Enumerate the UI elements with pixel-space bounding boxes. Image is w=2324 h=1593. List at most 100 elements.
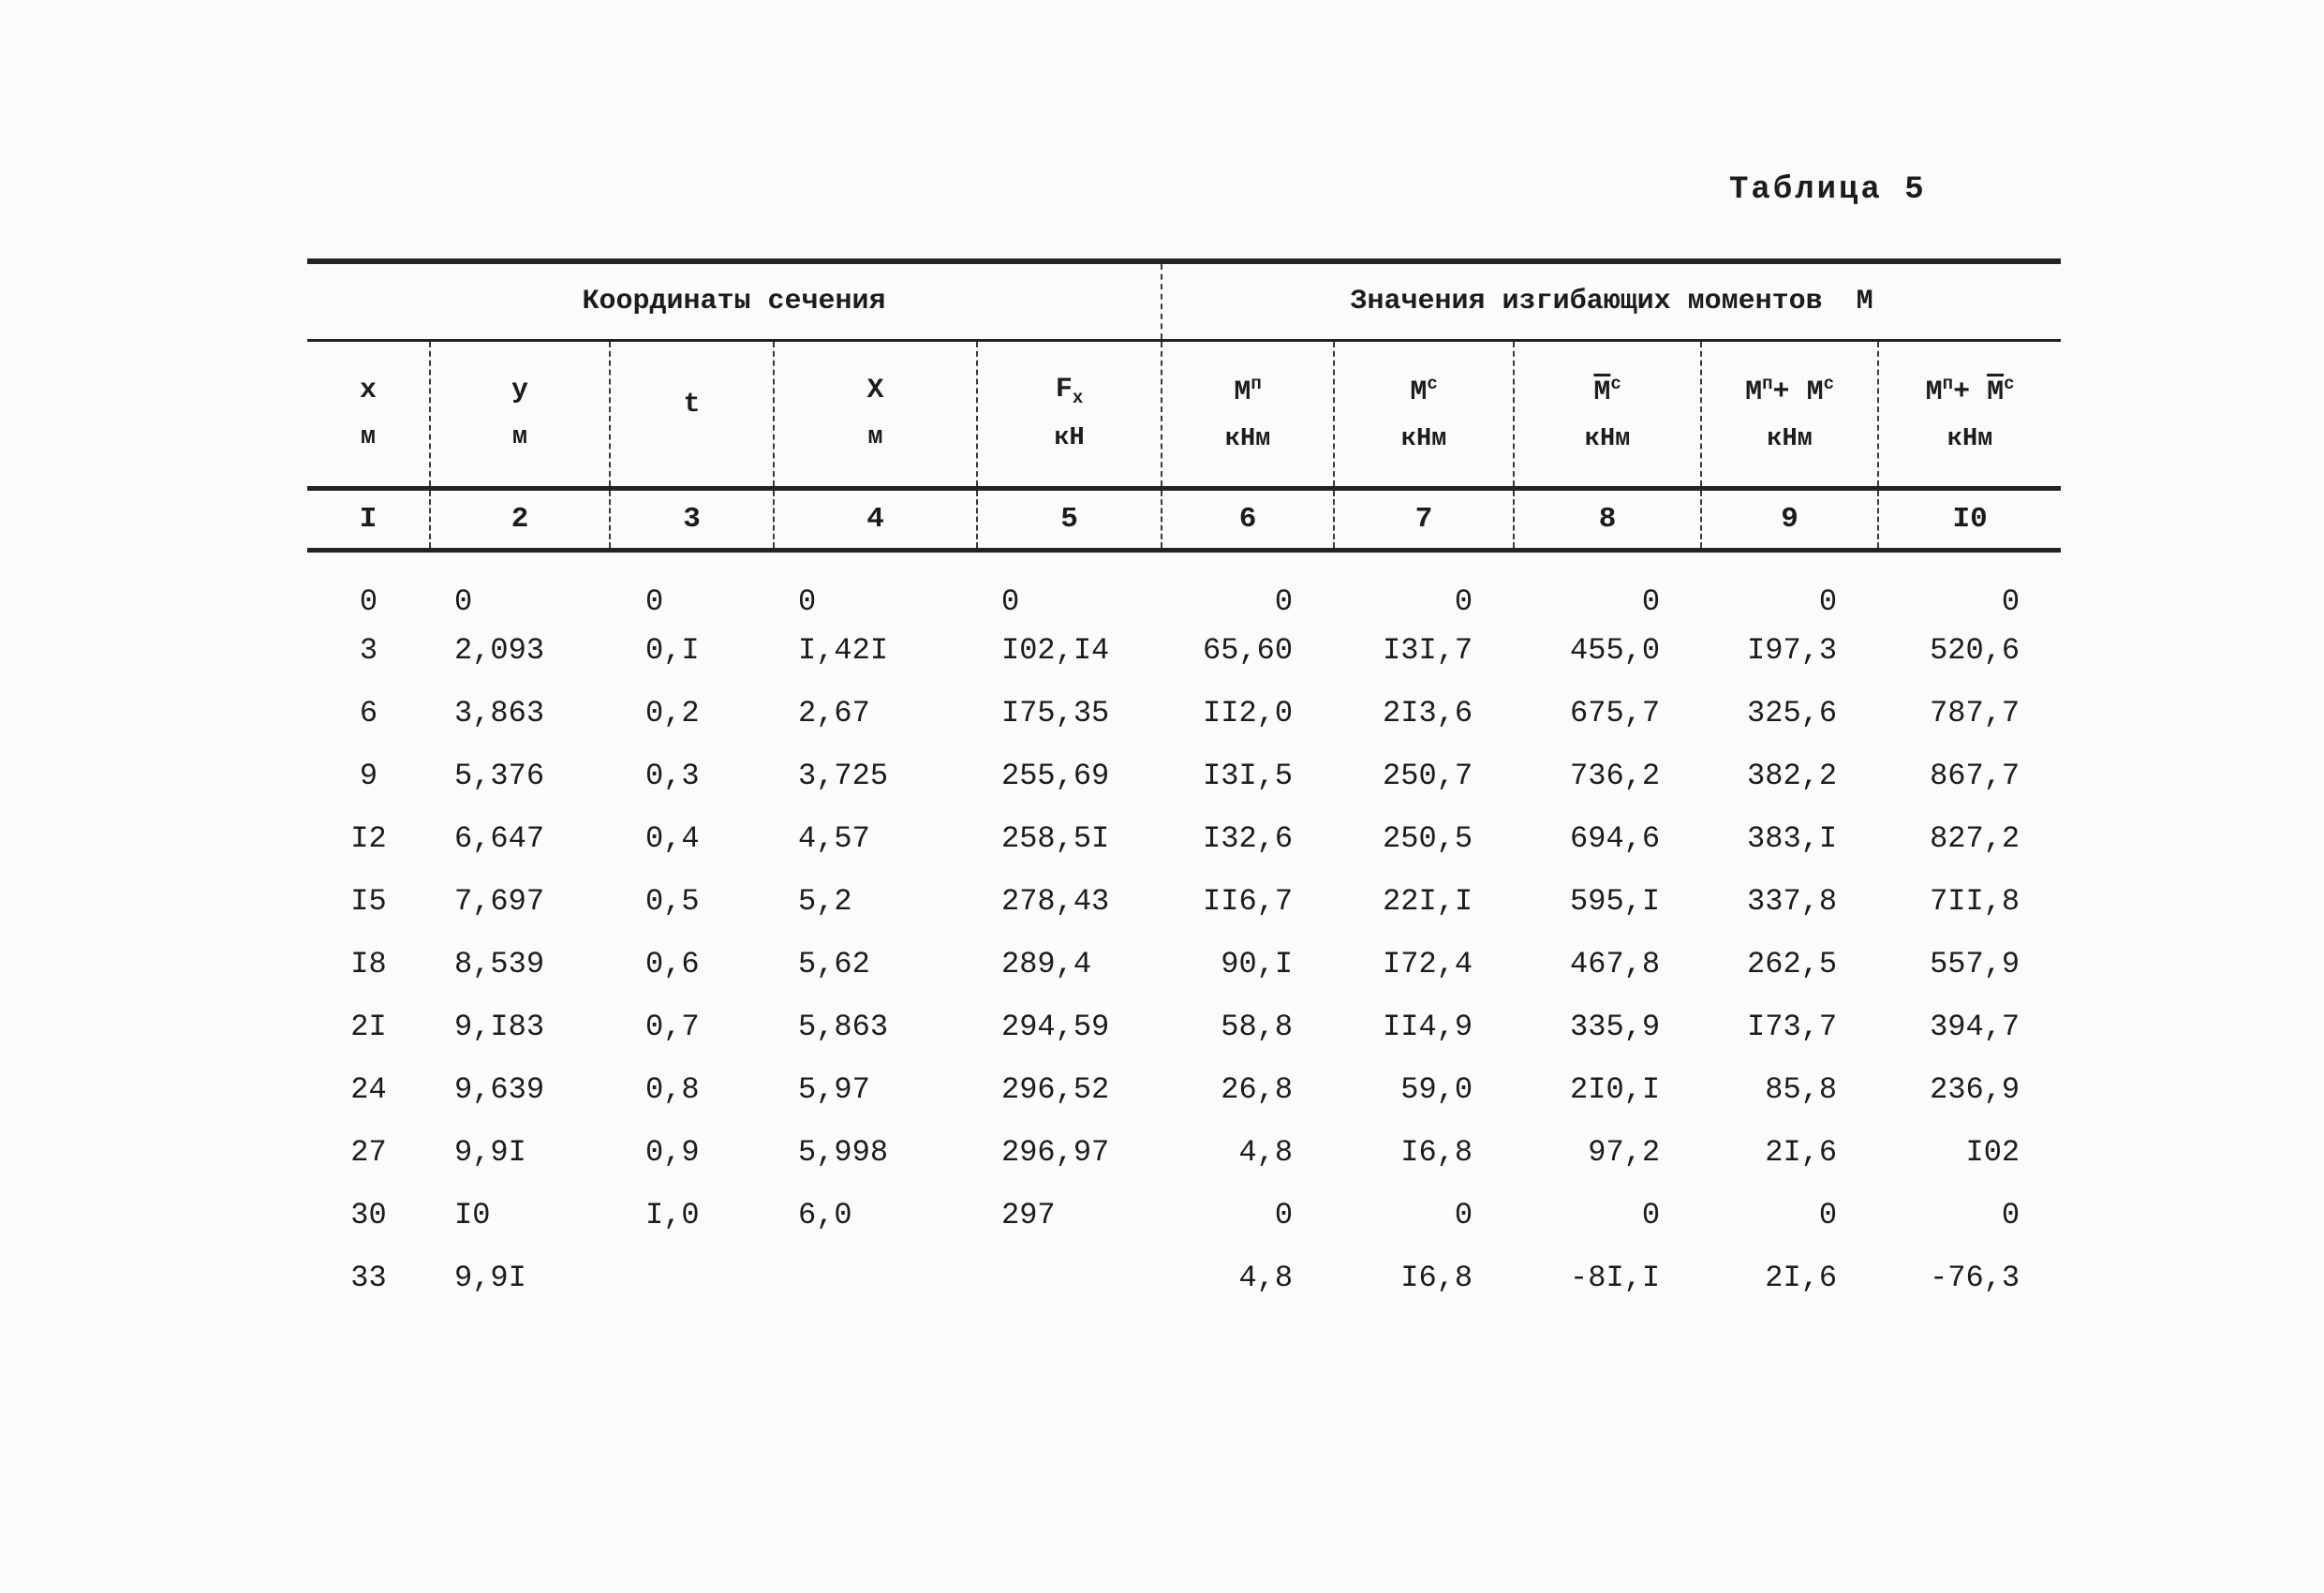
table-cell: 9 [359, 758, 378, 793]
column-number-cell: I0 [1877, 488, 2062, 553]
table-cell: 4,57 [798, 820, 870, 856]
table-cell: 250,5 [1383, 820, 1473, 856]
table-cell: -76,3 [1930, 1260, 2021, 1295]
table-cell: 0 [2001, 583, 2021, 619]
column-number-cell: 3 [609, 488, 774, 553]
table-cell: 258,5I [1001, 820, 1110, 856]
table-cell: 0 [454, 583, 473, 619]
table-cell: 0 [1274, 1197, 1294, 1232]
group-header-row: Координаты сечения Значения изгибающих м… [307, 258, 2062, 342]
column-header-cell: Mп+ Mс кНм [1700, 340, 1879, 491]
table-cell: 383,I [1747, 820, 1838, 856]
table-cell: 0 [1641, 1197, 1661, 1232]
table-cell: 24 [350, 1071, 387, 1107]
table-cell: 5,863 [798, 1009, 889, 1044]
table-cell: 2,093 [454, 632, 545, 668]
column-number-cell: 2 [429, 488, 610, 553]
table-cell: 0 [1274, 583, 1294, 619]
column-number-cell: 9 [1700, 488, 1879, 553]
table-cell: 296,52 [1001, 1071, 1110, 1107]
table-cell: 294,59 [1001, 1009, 1110, 1044]
table-cell: 0 [1454, 1197, 1473, 1232]
table-cell: 827,2 [1930, 820, 2021, 856]
table-cell: 0 [2001, 1197, 2021, 1232]
table-cell: 2I3,6 [1383, 695, 1473, 730]
table-cell: I3I,7 [1383, 632, 1473, 668]
table-cell: 335,9 [1570, 1009, 1661, 1044]
column-number-cell: 4 [773, 488, 977, 553]
table-caption: Таблица 5 [1729, 172, 1927, 208]
table-cell: 90,I [1221, 946, 1294, 981]
table-cell: I,42I [798, 632, 889, 668]
table-cell: 3,725 [798, 758, 889, 793]
column-unit: кН [1054, 424, 1085, 453]
column-number-cell: 7 [1333, 488, 1515, 553]
table-cell: I97,3 [1747, 632, 1838, 668]
table-cell: I5 [350, 883, 387, 919]
table-cell: 0,8 [645, 1071, 700, 1107]
table-cell: 8,539 [454, 946, 545, 981]
table-cell: 455,0 [1570, 632, 1661, 668]
column-number-cell: 6 [1161, 488, 1335, 553]
table-cell: 26,8 [1221, 1071, 1294, 1107]
table-cell: 557,9 [1930, 946, 2021, 981]
table-cell: I3I,5 [1203, 758, 1294, 793]
table-cell [774, 1246, 977, 1309]
table-cell: 382,2 [1747, 758, 1838, 793]
column-symbol: Mп [1234, 373, 1262, 408]
table-cell: 30 [350, 1197, 387, 1232]
group-header-moments: Значения изгибающих моментов М [1161, 258, 2062, 342]
table-cell: 2I,6 [1765, 1260, 1838, 1295]
table-cell: 3,863 [454, 695, 545, 730]
column-symbol: Fx [1055, 373, 1084, 408]
column-header-cell: Mп кНм [1161, 340, 1335, 491]
column-header-cell: Mс кНм [1513, 340, 1702, 491]
table-cell: 5,97 [798, 1071, 870, 1107]
table-cell: I6,8 [1400, 1134, 1473, 1170]
table-cell: 9,9I [454, 1260, 526, 1295]
table-cell: 467,8 [1570, 946, 1661, 981]
table-cell: 6,0 [798, 1197, 852, 1232]
column-symbol: X [866, 375, 884, 406]
column-symbol: Mс [1593, 373, 1621, 408]
table-cell: 0 [1454, 583, 1473, 619]
table-cell: 7,697 [454, 883, 545, 919]
data-table: Координаты сечения Значения изгибающих м… [307, 258, 2062, 1309]
table-cell: 278,43 [1001, 883, 1110, 919]
table-row: 6 3,863 0,2 2,67 I75,35 II2,0 2I3,6 675,7 325,6 7… [307, 682, 2061, 745]
table-cell: II6,7 [1203, 883, 1294, 919]
column-header-cell: Mп+ Mс кНм [1877, 340, 2062, 491]
table-row: 0 0 0 0 0 0 0 0 0 0 [307, 550, 2061, 619]
table-cell: 289,4 [1001, 946, 1092, 981]
table-row: 3 2,093 0,I I,42I I02,I4 65,60 I3I,7 455,0 I97,3… [307, 619, 2061, 682]
column-unit: м [360, 423, 377, 451]
table-cell: I32,6 [1203, 820, 1294, 856]
table-cell: 0 [359, 583, 378, 619]
table-cell: 4,8 [1238, 1134, 1294, 1170]
table-cell: 3 [359, 632, 378, 668]
table-cell: I72,4 [1383, 946, 1473, 981]
table-row: 27 9,9I 0,9 5,998 296,97 4,8 I6,8 97,2 2I,6 I02 [307, 1121, 2061, 1184]
column-unit: кНм [1224, 424, 1271, 453]
table-cell: 7II,8 [1930, 883, 2021, 919]
table-body: 0 0 0 0 0 0 0 0 0 0 3 2,093 0,I I,42I I02,I4 65,60 I3I,7… [307, 550, 2061, 1309]
table-cell: 0 [1641, 583, 1661, 619]
group-header-coordinates: Координаты сечения [307, 258, 1162, 342]
table-cell: 0 [1818, 583, 1838, 619]
table-cell: 2I [350, 1009, 387, 1044]
column-unit: кНм [1400, 424, 1447, 453]
table-cell: 394,7 [1930, 1009, 2021, 1044]
table-cell: I73,7 [1747, 1009, 1838, 1044]
table-row: 24 9,639 0,8 5,97 296,52 26,8 59,0 2I0,I 85,8 236… [307, 1058, 2061, 1121]
table-cell: -8I,I [1570, 1260, 1661, 1295]
table-cell: 325,6 [1747, 695, 1838, 730]
column-unit: м [867, 423, 883, 451]
table-cell: 33 [350, 1260, 387, 1295]
table-row: I5 7,697 0,5 5,2 278,43 II6,7 22I,I 595,I 337,8 7… [307, 870, 2061, 933]
table-cell: 297 [1001, 1197, 1056, 1232]
table-cell [610, 1246, 774, 1309]
table-cell: 0,4 [645, 820, 700, 856]
